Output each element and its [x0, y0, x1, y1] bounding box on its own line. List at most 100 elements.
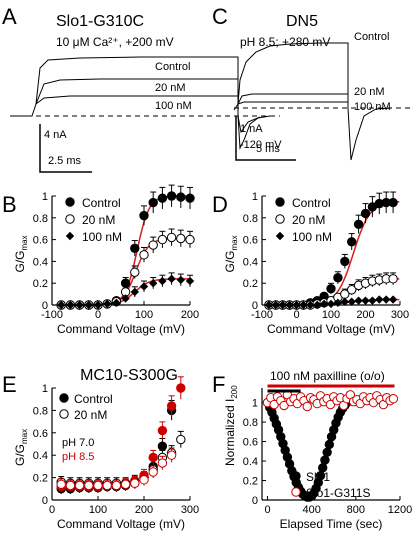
trace-label-20nm: 20 nM [354, 86, 385, 98]
x-tick-label: 1200 [388, 504, 412, 516]
y-tick-label: 0.2 [243, 278, 258, 290]
data-point-100-nm [93, 300, 103, 310]
data-point-100-nm [292, 300, 301, 310]
trace-label-holding: -120 mV [240, 139, 282, 151]
panel-letter-b: B [2, 192, 17, 217]
data-point-100-nm [354, 296, 363, 305]
scale-bar [39, 124, 92, 173]
panel-letter-e: E [2, 372, 17, 397]
panel-c-condition: pH 8.5; +280 mV [240, 35, 330, 49]
data-point-100-nm [285, 300, 294, 310]
panel-a-condition: 10 μM Ca²⁺, +200 mV [56, 35, 174, 49]
y-tick-label: 0.8 [33, 213, 48, 225]
panel-letter-c: C [212, 4, 228, 29]
legend-label: 20 nM [82, 213, 115, 227]
y-tick-label: 0.2 [33, 278, 48, 290]
data-point-control [340, 256, 350, 267]
tail-currents [237, 115, 271, 150]
y-tick-label: 0 [42, 495, 48, 507]
x-axis-label: Elapsed Time (sec) [280, 517, 383, 531]
data-point-20-nm [157, 234, 168, 245]
x-tick-label: 200 [181, 309, 199, 321]
data-point-100-nm [57, 300, 66, 310]
data-point-100-nm [75, 300, 84, 310]
data-point-slo1 [320, 455, 330, 465]
y-axis-label-subscript: max [20, 235, 29, 250]
legend-marker [59, 393, 69, 403]
y-tick-label: 1 [42, 383, 48, 395]
data-point-20-nm [84, 480, 94, 491]
y-tick-label: 1 [252, 191, 258, 203]
x-tick-label: 0 [95, 309, 101, 321]
panel-a: A Slo1-G310C 10 μM Ca²⁺, +200 mV Control… [2, 4, 282, 173]
data-point-100-nm [278, 300, 287, 310]
data-point-100-nm [382, 295, 391, 304]
data-point-20-nm [347, 285, 357, 295]
data-point-slo1 [324, 439, 335, 450]
data-point-20-nm [157, 458, 168, 468]
tail-currents [347, 107, 393, 161]
scale-current: 4 nA [44, 129, 67, 141]
trace-control [233, 42, 349, 111]
data-point-100-nm [388, 295, 398, 304]
y-tick-label: 0.6 [33, 235, 48, 247]
legend-marker [65, 214, 75, 224]
data-point-20-nm [56, 479, 66, 490]
data-point-control [157, 441, 168, 451]
data-point-100-nm [149, 279, 158, 288]
annotation-ph85: pH 8.5 [62, 451, 94, 463]
data-point-20-nm [102, 480, 112, 491]
data-point-20-nm [93, 480, 103, 491]
y-tick-label: 0.8 [243, 213, 258, 225]
data-point-100-nm [340, 297, 349, 306]
panel-letter-f: F [212, 372, 225, 397]
y-tick-label: 0.4 [33, 450, 48, 462]
trace-label-20nm: 20 nM [155, 82, 186, 94]
data-point-20-nm [139, 250, 149, 260]
data-point-control [347, 237, 357, 247]
y-axis-label-subscript: 200 [230, 385, 239, 399]
data-point-100-nm [333, 298, 343, 308]
legend-marker [65, 231, 75, 241]
y-tick-label: 0.4 [243, 256, 258, 268]
data-point-100-nm [375, 295, 384, 304]
data-point-slo1-g311s [302, 401, 312, 412]
data-point-control [157, 425, 168, 436]
trace-label-100nm: 100 nM [354, 101, 391, 113]
annotation-ph70: pH 7.0 [62, 437, 94, 449]
data-point-control [166, 401, 177, 411]
chart-title: MC10-S300G [80, 367, 178, 384]
data-point-20-nm [185, 234, 195, 245]
data-point-100-nm [347, 297, 356, 306]
y-tick-label: 0.6 [243, 437, 258, 449]
data-point-control [353, 219, 364, 230]
x-tick-label: -100 [251, 309, 273, 321]
data-point-100-nm [185, 276, 195, 286]
y-axis-label: G/Gmax [13, 429, 29, 466]
trace-100nm [237, 101, 348, 105]
data-point-control [139, 210, 149, 221]
data-point-20-nm [388, 274, 398, 284]
data-point-100-nm [167, 274, 176, 284]
legend-label: 20 nM [292, 213, 325, 227]
y-tick-label: 0.2 [243, 476, 258, 488]
y-axis-label: Normalized I200 [223, 385, 239, 466]
data-point-control [176, 383, 186, 393]
data-point-100-nm [299, 300, 308, 310]
data-point-control [166, 191, 177, 201]
y-tick-label: 1 [42, 191, 48, 203]
data-point-20-nm [148, 240, 158, 250]
legend-marker [65, 197, 75, 207]
data-point-100-nm [271, 300, 280, 310]
tail-currents-2 [237, 115, 261, 134]
panel-letter-a: A [2, 4, 17, 29]
y-tick-label: 0.2 [33, 473, 48, 485]
legend-marker [291, 487, 301, 497]
x-tick-label: 0 [264, 504, 270, 516]
data-point-20-nm [120, 479, 131, 490]
data-point-control [157, 193, 168, 203]
scale-bar [235, 116, 296, 161]
